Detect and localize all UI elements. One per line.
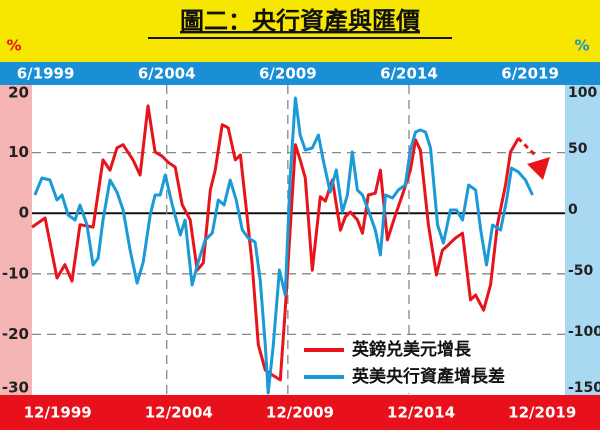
legend-label: 英美央行資產增長差 <box>352 366 505 387</box>
y-tick-label: -20 <box>2 325 29 343</box>
x2-tick-label: 12/2019 <box>508 404 576 422</box>
y-tick-label: -10 <box>2 264 29 282</box>
projection-arrowhead <box>527 157 550 180</box>
x-tick-label: 6/2014 <box>380 65 438 83</box>
y2-tick-label: 50 <box>568 141 588 157</box>
y2-tick-label: -150 <box>568 380 600 396</box>
lines <box>31 96 534 395</box>
x2-tick-label: 12/2009 <box>266 404 334 422</box>
left-axis-band <box>0 85 32 395</box>
y-tick-label: 20 <box>8 84 29 102</box>
y-tick-label: -30 <box>2 379 29 397</box>
series-line <box>31 104 520 382</box>
series-line <box>33 96 534 395</box>
x-tick-label: 6/2009 <box>259 65 317 83</box>
y2-axis-label: % <box>574 37 589 55</box>
x2-tick-label: 12/1999 <box>24 404 92 422</box>
y-axis-label: % <box>6 37 21 55</box>
chart-title: 圖二：央行資產與匯價 <box>180 7 421 35</box>
bottom-axis-band <box>0 395 600 430</box>
y2-tick-label: -50 <box>568 263 594 279</box>
y2-tick-label: -100 <box>568 324 600 340</box>
x2-tick-label: 12/2014 <box>387 404 455 422</box>
x2-tick-label: 12/2004 <box>145 404 213 422</box>
projection-arrow <box>516 136 538 158</box>
x-tick-label: 6/2019 <box>501 65 559 83</box>
legend-box <box>298 335 560 393</box>
y-tick-label: 10 <box>8 143 29 161</box>
y2-tick-label: 100 <box>568 85 597 101</box>
x-tick-label: 6/1999 <box>17 65 75 83</box>
top-axis-band <box>0 62 600 85</box>
legend-label: 英鎊兑美元增長 <box>352 339 472 360</box>
y2-tick-label: 0 <box>568 202 578 218</box>
title-band <box>0 0 600 62</box>
x-tick-label: 6/2004 <box>138 65 196 83</box>
right-axis-band <box>565 85 600 395</box>
y-tick-label: 0 <box>19 204 29 222</box>
